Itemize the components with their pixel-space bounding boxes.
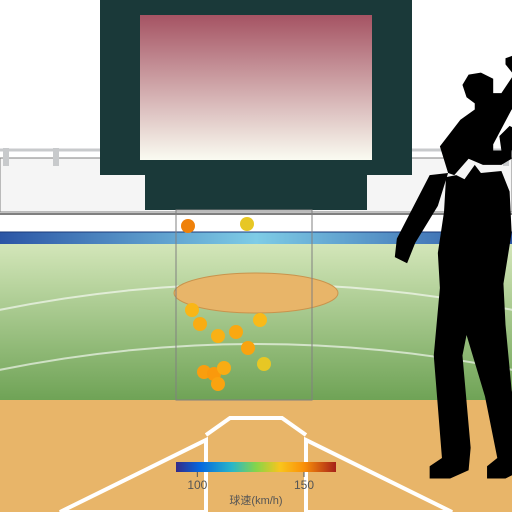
pitch-marker (229, 325, 243, 339)
pitch-marker (211, 377, 225, 391)
pitch-marker (193, 317, 207, 331)
scoreboard (100, 0, 412, 210)
pitch-marker (211, 329, 225, 343)
legend-tick-label: 100 (187, 478, 207, 492)
pitch-marker (217, 361, 231, 375)
scene-svg: 100 150 球速(km/h) (0, 0, 512, 512)
pitch-marker (253, 313, 267, 327)
pitch-marker (240, 217, 254, 231)
pitch-marker (241, 341, 255, 355)
pitch-marker (185, 303, 199, 317)
pitch-marker (181, 219, 195, 233)
pitch-location-diagram: 100 150 球速(km/h) (0, 0, 512, 512)
legend-axis-label: 球速(km/h) (229, 493, 282, 507)
outfield-wall (0, 232, 512, 244)
pitch-marker (257, 357, 271, 371)
legend-tick-label: 150 (294, 478, 314, 492)
pitchers-mound (174, 273, 338, 313)
